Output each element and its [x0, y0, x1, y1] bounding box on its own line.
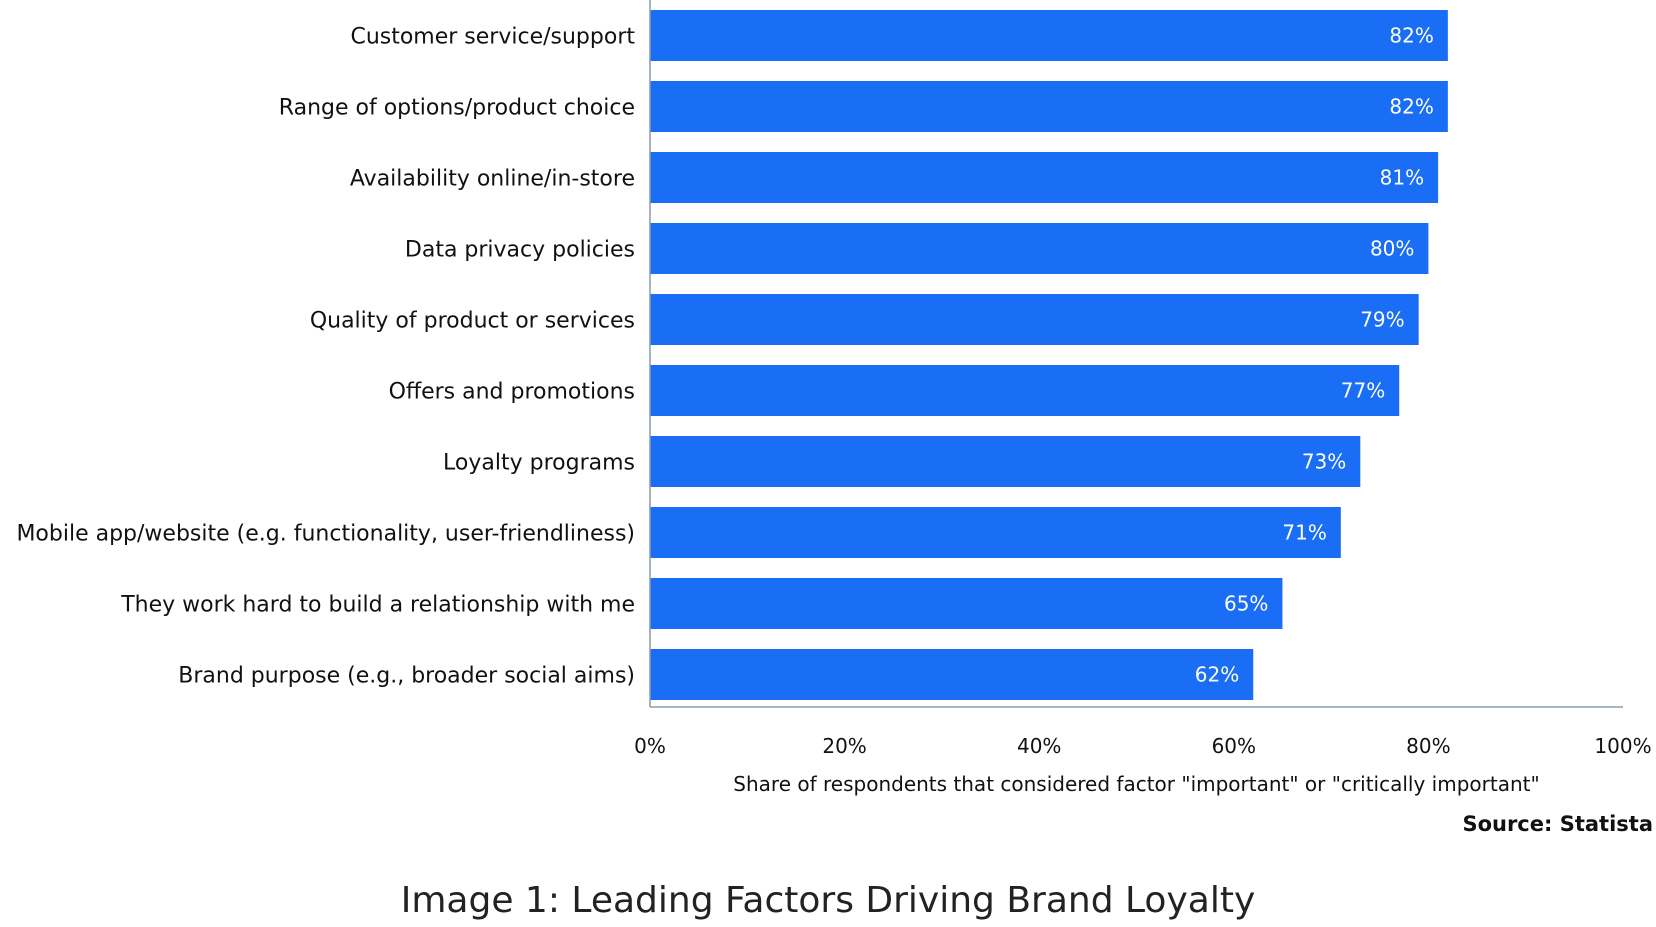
category-label: Availability online/in-store [350, 167, 635, 192]
source-label: Source: Statista [1462, 812, 1653, 836]
value-label: 62% [1195, 663, 1239, 687]
value-label: 80% [1370, 237, 1414, 261]
category-label: Data privacy policies [405, 238, 635, 263]
value-label: 82% [1389, 95, 1433, 119]
bar [650, 436, 1361, 487]
category-label: They work hard to build a relationship w… [120, 593, 635, 618]
bar [650, 152, 1439, 203]
value-label: 73% [1302, 450, 1346, 474]
bar [650, 223, 1429, 274]
bar [650, 507, 1341, 558]
value-label: 81% [1380, 166, 1424, 190]
bar [650, 365, 1400, 416]
value-label: 77% [1341, 379, 1385, 403]
x-axis-title: Share of respondents that considered fac… [733, 772, 1539, 796]
category-label: Customer service/support [350, 25, 635, 50]
category-label: Offers and promotions [389, 380, 635, 405]
category-label: Mobile app/website (e.g. functionality, … [16, 522, 635, 547]
value-label: 71% [1282, 521, 1326, 545]
figure-caption: Image 1: Leading Factors Driving Brand L… [400, 880, 1256, 921]
category-label: Range of options/product choice [279, 96, 635, 121]
x-tick-label: 40% [1017, 734, 1061, 758]
x-tick-label: 80% [1406, 734, 1450, 758]
value-label: 79% [1360, 308, 1404, 332]
x-tick-label: 60% [1212, 734, 1256, 758]
x-tick-label: 0% [634, 734, 666, 758]
bar [650, 81, 1448, 132]
bar-chart: Customer service/support 82% Range of opti… [16, 0, 1652, 796]
category-label: Brand purpose (e.g., broader social aims… [178, 664, 635, 689]
bar [650, 578, 1283, 629]
x-tick-label: 100% [1594, 734, 1651, 758]
value-label: 65% [1224, 592, 1268, 616]
category-label: Quality of product or services [310, 309, 635, 334]
bar [650, 649, 1254, 700]
x-tick-label: 20% [822, 734, 866, 758]
bar [650, 10, 1448, 61]
category-label: Loyalty programs [443, 451, 635, 476]
bar [650, 294, 1419, 345]
value-label: 82% [1389, 24, 1433, 48]
